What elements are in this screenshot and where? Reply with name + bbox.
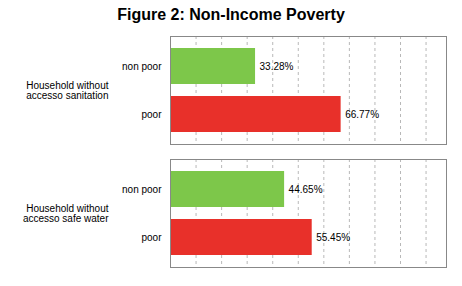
svg-text:Household withoutaccesso sanit: Household withoutaccesso sanitation — [26, 80, 108, 101]
svg-text:non poor: non poor — [122, 184, 162, 195]
svg-text:non poor: non poor — [122, 61, 162, 72]
svg-text:55.45%: 55.45% — [316, 232, 350, 243]
html-text:Figure 2: Non-Income Poverty: Figure 2: Non-Income Poverty — [117, 6, 345, 23]
svg-text:66.77%: 66.77% — [345, 109, 379, 120]
svg-text:poor: poor — [141, 109, 162, 120]
svg-text:poor: poor — [141, 232, 162, 243]
svg-text:44.65%: 44.65% — [289, 184, 323, 195]
svg-text:33.28%: 33.28% — [260, 61, 294, 72]
svg-text:Household withoutaccesso safe: Household withoutaccesso safe water — [23, 203, 109, 224]
